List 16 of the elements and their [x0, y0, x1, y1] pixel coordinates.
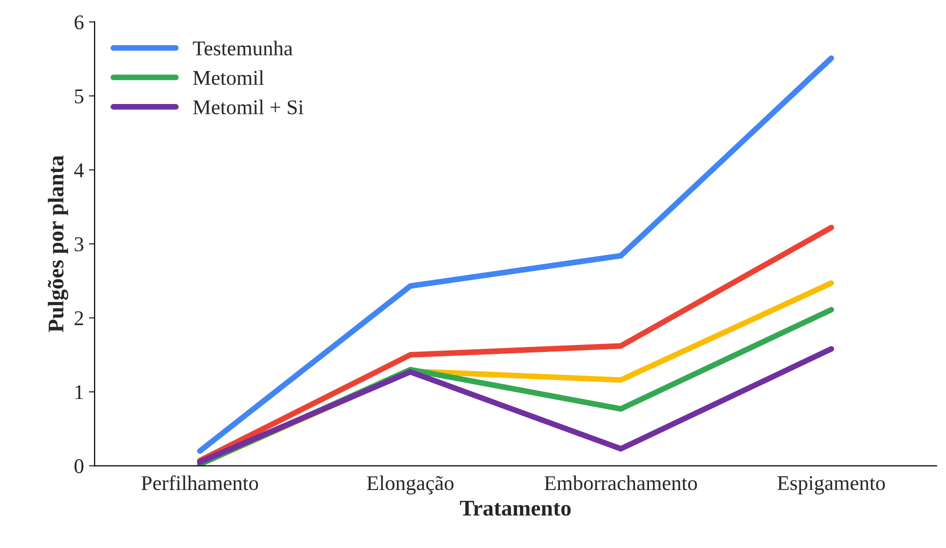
legend-label: Metomil	[193, 70, 264, 85]
y-tick-label: 3	[74, 237, 84, 252]
y-tick-label: 2	[74, 311, 84, 326]
y-tick-label: 4	[74, 163, 84, 178]
y-tick-label: 5	[74, 89, 84, 104]
x-tick-label: Perfilhamento	[141, 475, 258, 490]
legend-label: Metomil + Si	[193, 100, 304, 114]
y-tick-label: 6	[74, 15, 84, 30]
x-tick-label: Elongação	[366, 476, 454, 494]
x-axis-title: Tratamento	[460, 500, 571, 516]
x-tick-label: Emborrachamento	[544, 476, 697, 490]
legend-label: Testemunha	[192, 40, 293, 56]
y-axis-title: Pulgões por planta	[48, 155, 68, 332]
y-tick-label: 1	[76, 385, 83, 400]
y-tick-label: 0	[74, 459, 84, 474]
x-tick-label: Espigamento	[778, 476, 885, 494]
